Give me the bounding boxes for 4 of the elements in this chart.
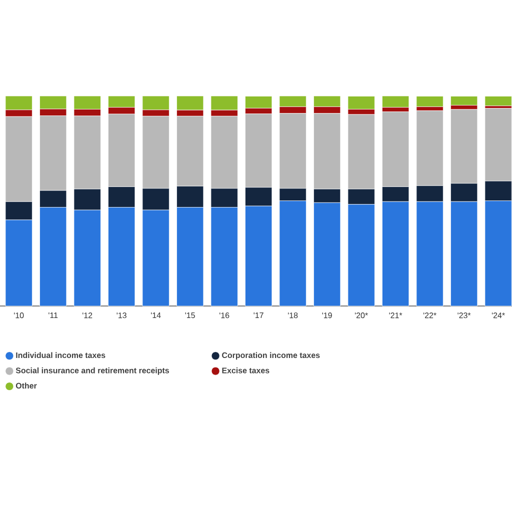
bar bbox=[382, 96, 410, 108]
bar bbox=[416, 96, 444, 107]
bar bbox=[450, 96, 478, 106]
bar bbox=[484, 96, 512, 106]
